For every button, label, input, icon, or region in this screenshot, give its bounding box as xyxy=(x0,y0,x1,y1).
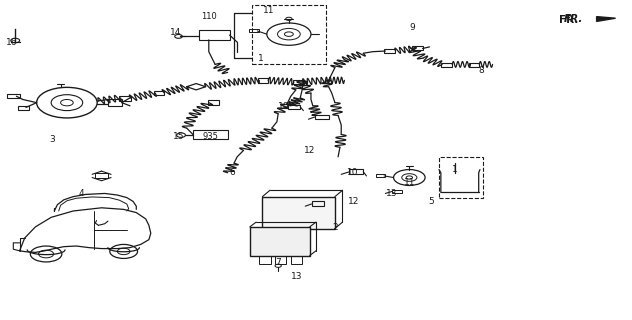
Text: 10: 10 xyxy=(347,168,358,177)
Bar xyxy=(18,106,29,110)
Bar xyxy=(252,5,326,64)
Text: 11: 11 xyxy=(263,6,274,15)
Text: 8: 8 xyxy=(478,66,484,75)
Text: 3: 3 xyxy=(49,135,55,144)
Text: 7: 7 xyxy=(276,258,281,267)
Text: 10: 10 xyxy=(277,102,289,111)
Text: 1: 1 xyxy=(258,53,264,62)
Text: 6: 6 xyxy=(229,168,235,177)
Bar xyxy=(199,30,229,40)
Text: 14: 14 xyxy=(170,28,181,37)
Bar xyxy=(288,105,300,109)
Text: 12: 12 xyxy=(348,197,360,206)
Text: 2: 2 xyxy=(332,223,337,232)
Bar xyxy=(441,62,453,67)
Bar xyxy=(258,78,268,83)
Bar xyxy=(262,197,335,228)
Bar xyxy=(312,201,324,206)
Text: 1: 1 xyxy=(452,165,458,174)
Bar xyxy=(291,256,302,264)
Text: FR.: FR. xyxy=(559,15,578,25)
Bar xyxy=(469,62,479,67)
Bar xyxy=(154,91,164,95)
Text: 16: 16 xyxy=(6,38,18,47)
Bar xyxy=(207,100,219,105)
Bar xyxy=(413,46,423,50)
Bar xyxy=(439,157,483,198)
Text: 110: 110 xyxy=(201,12,217,21)
Text: 935: 935 xyxy=(202,132,218,140)
Bar xyxy=(349,169,363,174)
Bar xyxy=(119,96,131,101)
Text: 5: 5 xyxy=(428,197,434,206)
Bar xyxy=(392,190,402,194)
Text: 12: 12 xyxy=(304,146,315,155)
Text: 11: 11 xyxy=(404,178,415,187)
Bar xyxy=(293,80,303,84)
Bar xyxy=(259,256,270,264)
Text: 15: 15 xyxy=(173,132,185,140)
Bar xyxy=(193,130,228,139)
Text: 13: 13 xyxy=(291,272,303,281)
Bar xyxy=(250,227,310,256)
Text: FR.: FR. xyxy=(564,14,583,24)
Bar xyxy=(275,256,286,264)
Polygon shape xyxy=(597,17,616,21)
Bar xyxy=(95,173,108,178)
Bar xyxy=(249,29,259,32)
Bar xyxy=(384,49,396,53)
Text: 9: 9 xyxy=(410,23,415,32)
Bar xyxy=(376,174,386,177)
Bar xyxy=(108,99,122,106)
Bar xyxy=(315,115,329,119)
Bar xyxy=(7,94,20,98)
Text: 13: 13 xyxy=(386,189,398,198)
Text: 4: 4 xyxy=(78,189,84,198)
